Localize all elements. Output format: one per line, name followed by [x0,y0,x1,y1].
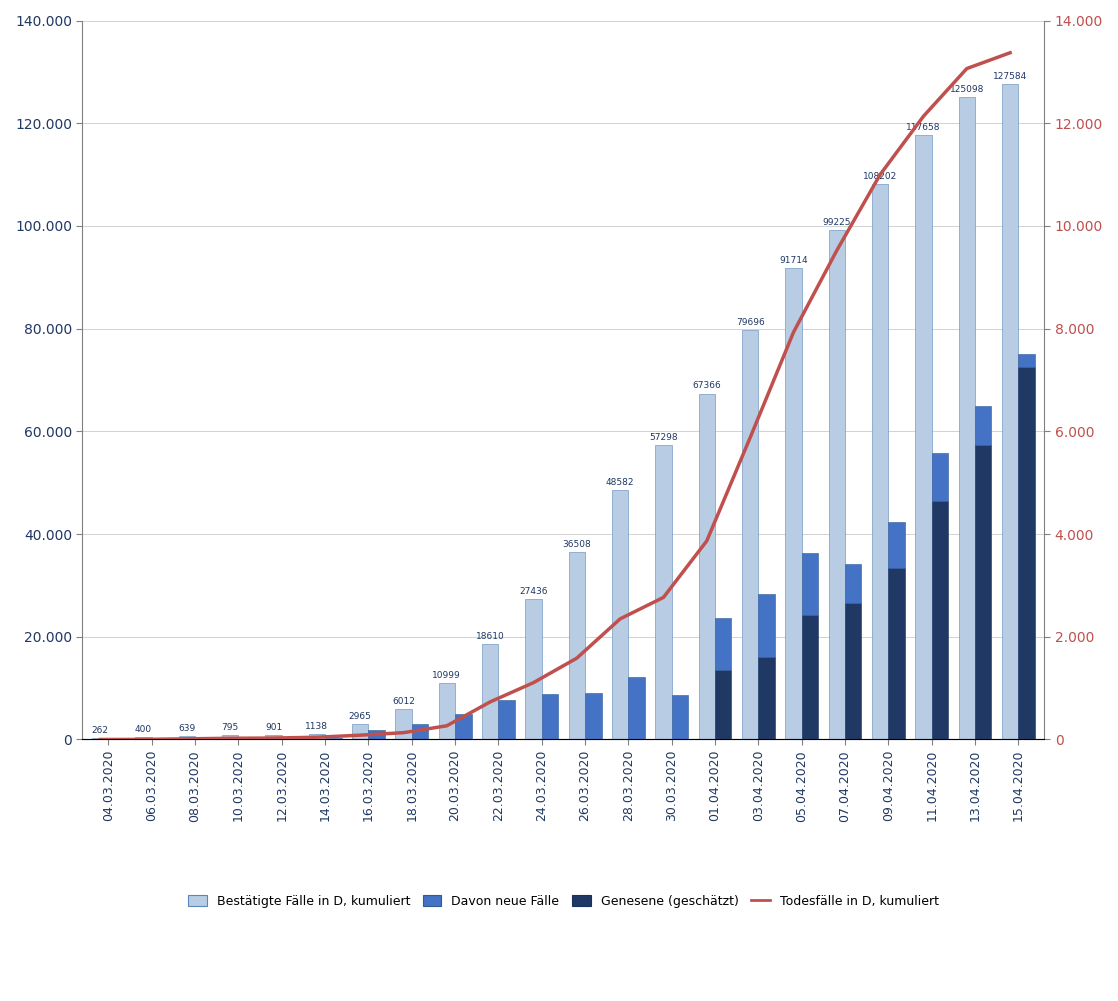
Text: 108202: 108202 [863,172,898,181]
Text: 117658: 117658 [907,123,940,132]
Bar [916,135,931,740]
Bar [1018,366,1035,740]
Bar [802,616,818,740]
Bar [612,490,628,740]
Bar [802,554,818,616]
Text: 10999: 10999 [433,671,462,680]
Bar [931,502,948,740]
Text: 57298: 57298 [650,433,678,442]
Bar [585,693,601,740]
Text: 67366: 67366 [692,381,721,390]
Bar [628,678,645,740]
Text: 27436: 27436 [519,587,548,596]
Bar [309,734,325,740]
Bar [889,569,904,740]
Bar [1018,354,1035,366]
Legend: Bestätigte Fälle in D, kumuliert, Davon neue Fälle, Genesene (geschätzt), Todesf: Bestätigte Fälle in D, kumuliert, Davon … [183,890,944,913]
Text: 262: 262 [92,726,108,735]
Bar [975,444,992,740]
Bar [845,565,862,603]
Bar [482,644,499,740]
Text: 400: 400 [135,726,152,735]
Bar [396,709,411,740]
Text: 36508: 36508 [562,540,591,549]
Bar [716,619,731,670]
Text: 901: 901 [265,723,282,732]
Text: 79696: 79696 [736,318,765,327]
Bar [369,730,385,740]
Bar [455,714,472,740]
Text: 127584: 127584 [993,72,1027,81]
Bar [655,445,672,740]
Bar [889,523,904,569]
Text: 91714: 91714 [779,256,808,265]
Bar [958,97,975,740]
Bar [872,184,889,740]
Bar [1002,84,1018,740]
Bar [92,738,108,740]
Text: 2965: 2965 [349,712,371,721]
Bar [569,552,585,740]
Bar [542,694,558,740]
Text: 125098: 125098 [949,85,984,94]
Text: 639: 639 [178,724,196,733]
Bar [975,406,992,444]
Bar [785,268,802,740]
Bar [758,594,775,658]
Bar [222,736,238,740]
Bar [352,725,369,740]
Bar [828,230,845,740]
Bar [742,330,758,740]
Bar [699,393,716,740]
Text: 99225: 99225 [823,218,851,227]
Text: 6012: 6012 [392,697,415,706]
Bar [499,701,515,740]
Bar [411,724,428,740]
Bar [525,599,542,740]
Bar [672,695,689,740]
Bar [265,735,282,740]
Bar [179,736,195,740]
Text: 18610: 18610 [476,632,504,641]
Text: 48582: 48582 [606,477,634,486]
Bar [438,683,455,740]
Bar [195,739,211,740]
Bar [758,658,775,740]
Bar [135,738,152,740]
Text: 795: 795 [221,724,239,733]
Text: 1138: 1138 [305,722,329,731]
Bar [931,452,948,502]
Bar [845,603,862,740]
Bar [716,670,731,740]
Bar [325,739,341,740]
Bar [108,738,125,740]
